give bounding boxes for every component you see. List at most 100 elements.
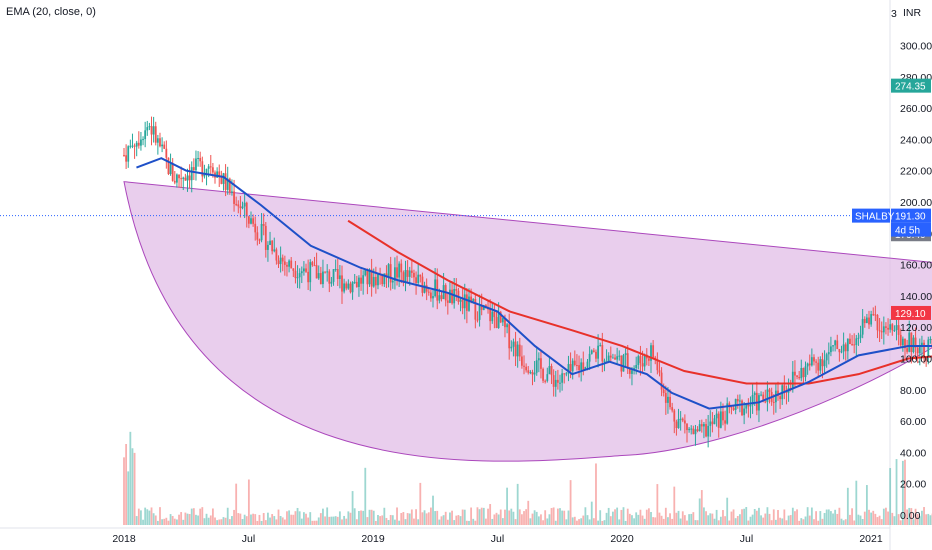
candle-body [311, 262, 314, 266]
candle-body [235, 203, 238, 205]
candle-body [772, 401, 775, 403]
candle-body [908, 332, 911, 352]
volume-bar [188, 514, 191, 525]
volume-bar [218, 519, 221, 525]
candle-body [387, 264, 390, 278]
volume-bar [184, 512, 187, 525]
candle-body [830, 346, 832, 353]
candle-body [741, 400, 743, 416]
candle-body [292, 268, 295, 271]
volume-bar [169, 514, 172, 525]
volume-bar [802, 519, 805, 525]
candle-body [499, 312, 502, 323]
y-tick-label: 120.00 [900, 322, 932, 334]
volume-bar [461, 509, 464, 525]
volume-bar [453, 520, 456, 525]
candle-body [152, 126, 155, 135]
volume-bar [279, 515, 282, 525]
candle-body [211, 167, 214, 173]
ema-legend[interactable]: EMA (20, close, 0) [6, 6, 96, 18]
candle-body [480, 306, 483, 310]
candle-body [353, 281, 356, 283]
candle-body [161, 144, 163, 147]
candle-body [364, 269, 367, 276]
volume-bar [910, 508, 913, 525]
candle-body [400, 263, 403, 273]
candle-body [398, 263, 401, 278]
volume-bar [753, 509, 756, 525]
candle-body [137, 142, 140, 146]
candle-body [825, 354, 828, 361]
candle-body [703, 424, 705, 427]
volume-bar [241, 519, 244, 525]
x-tick-label: 2018 [112, 533, 136, 545]
volume-bar [472, 518, 475, 525]
candle-body [449, 289, 451, 303]
candle-body [768, 389, 771, 392]
volume-bar [631, 515, 633, 525]
volume-bar [565, 519, 568, 525]
candle-body [743, 408, 746, 416]
candle-body [368, 269, 371, 285]
candle-body [173, 180, 176, 183]
candle-body [199, 157, 202, 162]
candle-body [264, 225, 267, 250]
volume-bar [362, 510, 365, 525]
volume-bar [203, 518, 206, 525]
volume-bar [637, 514, 640, 525]
volume-bar [559, 508, 561, 525]
volume-bar [410, 509, 413, 525]
candle-body [567, 364, 570, 374]
volume-bar [148, 510, 151, 525]
symbol-tag-bg [852, 208, 890, 223]
candle-body [576, 365, 578, 367]
volume-bar [353, 508, 356, 525]
candle-body [267, 244, 269, 250]
volume-bar [487, 508, 489, 525]
candle-body [658, 370, 661, 373]
candle-body [203, 173, 206, 177]
volume-bar [514, 519, 517, 525]
volume-bar [446, 519, 449, 525]
candle-body [421, 276, 424, 293]
candle-body [159, 138, 161, 147]
volume-bar [639, 509, 642, 525]
candle-body [374, 276, 377, 286]
volume-bar [681, 511, 684, 525]
volume-bar [582, 515, 585, 525]
volume-bar [351, 491, 354, 525]
volume-bar [427, 512, 430, 525]
candle-body [440, 295, 443, 300]
candle-body [626, 353, 629, 368]
candle-body [252, 218, 255, 224]
volume-bar [264, 520, 267, 525]
volume-bar [728, 520, 731, 525]
volume-bar [747, 520, 750, 525]
volume-bar [573, 516, 576, 525]
volume-bar [465, 520, 468, 525]
candle-body [876, 314, 879, 331]
volume-bar [677, 510, 680, 525]
volume-bar [319, 513, 322, 525]
countdown-label: 4d 5h [895, 226, 920, 237]
candle-body [696, 429, 699, 432]
volume-bar [916, 513, 919, 525]
candle-body [205, 168, 208, 174]
y-tick-label: 60.00 [900, 416, 926, 428]
volume-bar [882, 508, 885, 525]
volume-bar [434, 511, 437, 525]
volume-bar [669, 513, 671, 525]
volume-bar [201, 507, 204, 525]
volume-bar [190, 508, 193, 525]
volume-bar [419, 482, 422, 525]
volume-bar [552, 507, 555, 525]
candle-body [641, 363, 644, 367]
candle-body [482, 305, 485, 310]
volume-bar [294, 511, 297, 525]
volume-bar [442, 515, 445, 525]
candle-body [201, 161, 204, 177]
volume-bar [834, 509, 837, 525]
volume-bar [614, 509, 616, 525]
candle-body [918, 346, 921, 354]
